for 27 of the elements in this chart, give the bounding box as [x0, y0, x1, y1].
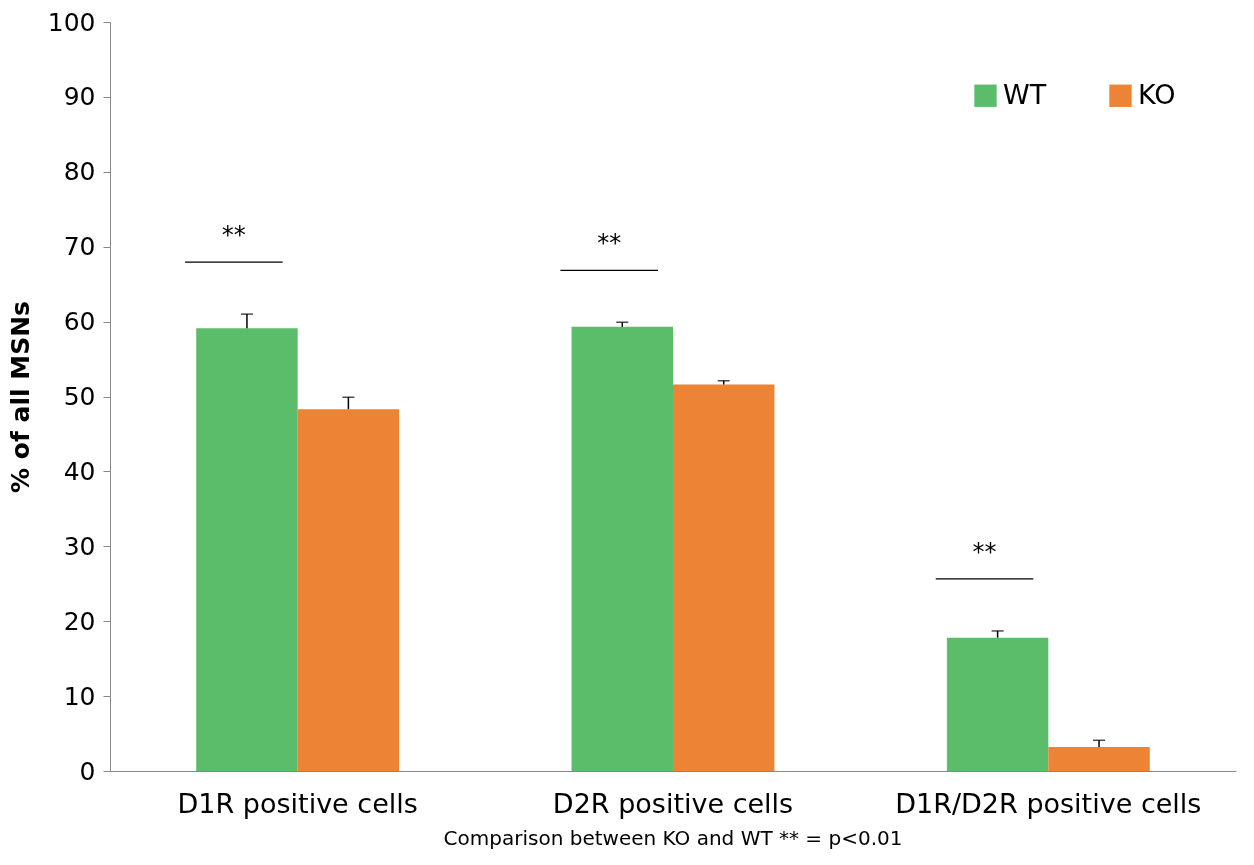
- x-tick-label: D1R/D2R positive cells: [895, 787, 1202, 819]
- y-tick-label: 60: [63, 307, 96, 337]
- text: Comparison between KO and WT ** = p<0.01: [443, 826, 903, 850]
- annotation: **: [221, 221, 246, 250]
- y-tick-label: 50: [63, 382, 96, 411]
- y-tick-label: 20: [63, 606, 96, 636]
- legend-label: WT: [1003, 78, 1047, 110]
- bar: [946, 637, 1049, 771]
- bar: [571, 326, 673, 771]
- annotation: **: [972, 537, 997, 566]
- y-axis-title: % of all MSNs: [5, 301, 35, 493]
- y-tick-label: 0: [79, 756, 96, 786]
- y-tick-label: 80: [63, 157, 96, 187]
- bar: [297, 409, 400, 771]
- x-tick-label: D1R positive cells: [177, 787, 418, 819]
- y-tick-label: 10: [63, 681, 96, 711]
- legend-label: KO: [1138, 78, 1176, 110]
- y-tick-label: 90: [63, 82, 96, 112]
- bar: [196, 328, 298, 771]
- y-tick-label: 30: [63, 531, 96, 561]
- y-tick-label: 40: [63, 456, 96, 486]
- x-tick-label: D2R positive cells: [552, 787, 794, 819]
- bar: [673, 384, 775, 771]
- y-tick-label: 70: [63, 232, 96, 262]
- y-tick-label: 100: [47, 7, 96, 37]
- annotation: **: [597, 229, 622, 258]
- bar: [1048, 747, 1150, 771]
